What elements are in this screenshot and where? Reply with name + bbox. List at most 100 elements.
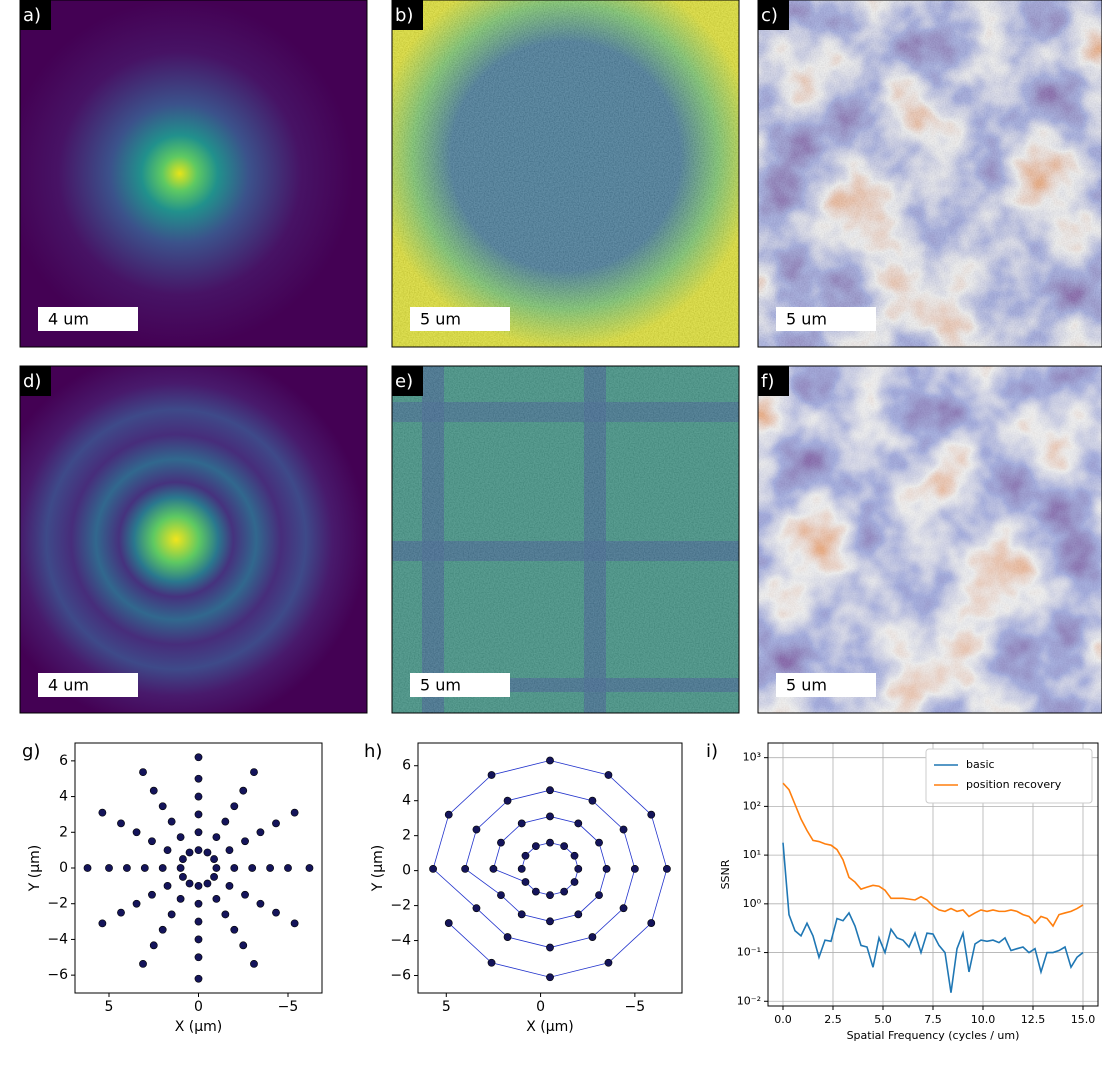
scan-point: [648, 919, 655, 926]
scan-point: [631, 865, 638, 872]
scan-point: [445, 811, 452, 818]
panel-label: h): [364, 741, 382, 762]
noise: [758, 0, 1102, 347]
scan-point: [473, 826, 480, 833]
y-tick-label: 10³: [743, 751, 761, 764]
scan-point: [231, 926, 238, 933]
y-tick-label: 10²: [743, 799, 761, 812]
scan-point: [240, 942, 247, 949]
scan-point: [195, 954, 202, 961]
scan-point: [99, 920, 106, 927]
y-tick-label: 4: [402, 793, 411, 809]
scan-point: [272, 909, 279, 916]
scan-point: [249, 864, 256, 871]
image-panels: [20, 0, 1102, 713]
scan-point: [179, 855, 186, 862]
scan-point: [133, 829, 140, 836]
scan-point: [620, 905, 627, 912]
scan-point: [117, 909, 124, 916]
scale-bar-label: 5 um: [786, 310, 827, 329]
scan-point: [266, 864, 273, 871]
scan-point: [575, 820, 582, 827]
scan-point: [306, 864, 313, 871]
legend-label: basic: [966, 758, 995, 771]
scan-point: [291, 809, 298, 816]
noise: [392, 0, 739, 347]
scan-point: [250, 960, 257, 967]
scan-point: [488, 771, 495, 778]
y-tick-label: 2: [59, 824, 68, 840]
panel-label: a): [23, 5, 41, 26]
y-tick-label: −4: [390, 933, 411, 949]
scan-point: [177, 864, 184, 871]
scan-point: [195, 918, 202, 925]
scan-point: [589, 933, 596, 940]
scan-point: [571, 852, 578, 859]
y-tick-label: −6: [390, 968, 411, 984]
scan-point: [532, 888, 539, 895]
scan-point: [575, 911, 582, 918]
scan-point: [504, 797, 511, 804]
scan-point: [571, 878, 578, 885]
scan-point: [195, 811, 202, 818]
x-tick-label: 7.5: [924, 1013, 942, 1026]
scan-point: [518, 820, 525, 827]
scan-point: [195, 829, 202, 836]
image-panel: [392, 366, 739, 713]
panel-label: c): [761, 5, 778, 26]
y-tick-label: 10¹: [743, 848, 761, 861]
scan-point: [210, 873, 217, 880]
scan-point: [257, 900, 264, 907]
scan-point: [148, 838, 155, 845]
noise: [758, 366, 1102, 713]
scan-point: [546, 918, 553, 925]
scan-point: [546, 944, 553, 951]
scan-point: [141, 864, 148, 871]
scan-point: [284, 864, 291, 871]
scan-point: [504, 933, 511, 940]
scan-point: [179, 873, 186, 880]
scan-point: [204, 849, 211, 856]
y-axis-label: Y (μm): [27, 845, 43, 892]
scan-point: [139, 769, 146, 776]
scan-point: [150, 942, 157, 949]
image-panel: [758, 0, 1102, 347]
scan-point: [497, 839, 504, 846]
scan-point: [648, 811, 655, 818]
scan-point: [488, 959, 495, 966]
legend-label: position recovery: [966, 778, 1062, 791]
x-tick-label: 15.0: [1071, 1013, 1096, 1026]
image-panel: [20, 366, 367, 713]
scan-point: [561, 888, 568, 895]
scan-point: [620, 826, 627, 833]
x-tick-label: 0: [536, 999, 545, 1015]
image-panel: [392, 0, 739, 347]
y-axis-label: Y (μm): [370, 845, 386, 892]
scan-point: [195, 775, 202, 782]
y-tick-label: −2: [47, 896, 68, 912]
image-panel: [20, 0, 367, 347]
y-tick-label: 10⁰: [743, 897, 762, 910]
scan-point: [222, 911, 229, 918]
x-tick-label: −5: [625, 999, 646, 1015]
panel-label: g): [22, 741, 40, 762]
x-tick-label: 5: [442, 999, 451, 1015]
scan-point: [522, 878, 529, 885]
scan-point: [532, 843, 539, 850]
scan-point: [546, 974, 553, 981]
y-tick-label: 6: [402, 758, 411, 774]
noise: [392, 366, 739, 713]
scan-point: [603, 865, 610, 872]
scan-point: [663, 865, 670, 872]
x-tick-label: 5: [105, 999, 114, 1015]
y-tick-label: 0: [402, 863, 411, 879]
scan-point: [177, 834, 184, 841]
scan-point: [84, 864, 91, 871]
figure: a)4 umb)5 umc)5 umd)4 ume)5 umf)5 umg)50…: [0, 0, 1102, 1061]
plot-frame: [418, 743, 682, 993]
scan-point: [133, 900, 140, 907]
y-tick-label: 0: [59, 860, 68, 876]
scan-point: [159, 803, 166, 810]
scan-point: [226, 882, 233, 889]
x-tick-label: −5: [278, 999, 299, 1015]
